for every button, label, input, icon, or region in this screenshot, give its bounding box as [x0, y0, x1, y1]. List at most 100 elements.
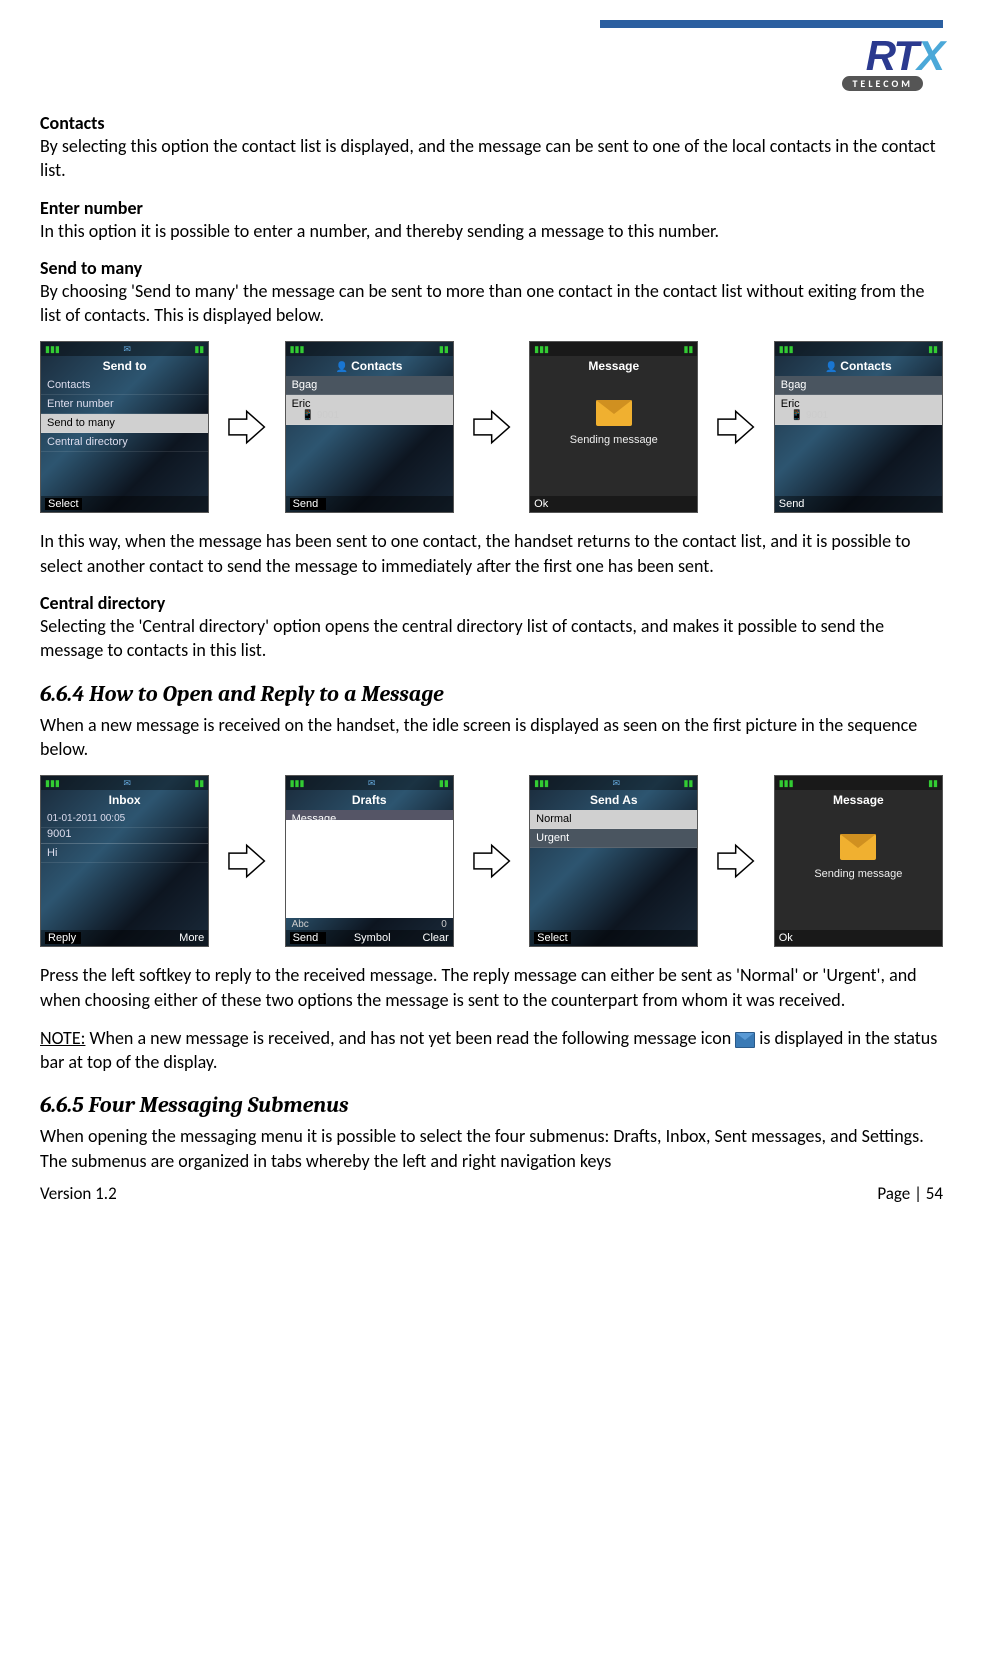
- mail-icon: ✉: [368, 778, 376, 789]
- inbox-timestamp: 01-01-2011 00:05: [41, 810, 208, 828]
- text-665: When opening the messaging menu it is po…: [40, 1124, 943, 1173]
- note-label: NOTE:: [40, 1027, 85, 1049]
- text-enter-number: In this option it is possible to enter a…: [40, 219, 943, 243]
- heading-central-directory: Central directory: [40, 592, 943, 614]
- phone-inbox: ▮▮▮✉▮▮ Inbox 01-01-2011 00:05 9001 Hi Re…: [40, 775, 209, 947]
- signal-icon: ▮▮▮: [534, 778, 549, 789]
- arrow-icon: [716, 841, 755, 881]
- arrow-icon: [472, 841, 511, 881]
- contact-item-selected: Eric 📱 9001: [286, 395, 453, 425]
- text-central-directory: Selecting the 'Central directory' option…: [40, 614, 943, 663]
- heading-enter-number: Enter number: [40, 197, 943, 219]
- inbox-body: Hi: [41, 843, 208, 863]
- logo-letter-x: X: [917, 32, 943, 79]
- contact-name: Eric: [781, 398, 800, 410]
- phone-send-as: ▮▮▮ ✉ ▮▮ Send As Normal Urgent Select: [529, 775, 698, 947]
- phone-mini-icon: 📱: [791, 410, 806, 421]
- softkey-symbol: Symbol: [354, 932, 391, 944]
- text-send-to-many: By choosing 'Send to many' the message c…: [40, 279, 943, 328]
- battery-icon: ▮▮: [683, 778, 693, 789]
- logo-letter-t: T: [893, 32, 917, 79]
- phone-title: Drafts: [286, 790, 453, 810]
- battery-icon: ▮▮: [439, 344, 449, 355]
- screenshot-row-1: ▮▮▮ ✉ ▮▮ Send to Contacts Enter number Sen…: [40, 341, 943, 513]
- message-icon: [735, 1032, 755, 1048]
- text-after-row1: In this way, when the message has been s…: [40, 529, 943, 578]
- option-urgent: Urgent: [530, 829, 697, 848]
- signal-icon: ▮▮▮: [779, 344, 794, 355]
- menu-item-enter-number: Enter number: [41, 395, 208, 414]
- contact-item: Bgag: [775, 376, 942, 395]
- menu-item-send-to-many: Send to many: [41, 414, 208, 433]
- mail-icon: ✉: [123, 778, 131, 789]
- softkey-send: Send: [290, 932, 326, 944]
- note-text-a: When a new message is received, and has …: [85, 1027, 735, 1049]
- page-footer: Version 1.2 Page | 54: [40, 1183, 943, 1204]
- phone-sending-1: ▮▮▮▮▮ Message Sending message Ok: [529, 341, 698, 513]
- heading-664: 6.6.4 How to Open and Reply to a Message: [40, 681, 943, 707]
- softkey-more: More: [174, 932, 204, 944]
- phone-title: Contacts: [286, 356, 453, 376]
- char-count: 0: [441, 919, 447, 930]
- battery-icon: ▮▮: [928, 344, 938, 355]
- battery-icon: ▮▮: [194, 778, 204, 789]
- phone-title: Send to: [41, 356, 208, 376]
- contact-item-selected: Eric 📱 9001: [775, 395, 942, 425]
- phone-title: Message: [775, 790, 942, 810]
- text-664: When a new message is received on the ha…: [40, 713, 943, 762]
- note-paragraph: NOTE: When a new message is received, an…: [40, 1026, 943, 1075]
- softkey-reply: Reply: [45, 932, 81, 944]
- signal-icon: ▮▮▮: [534, 344, 549, 355]
- contact-item: Bgag: [286, 376, 453, 395]
- signal-icon: ▮▮▮: [290, 778, 305, 789]
- softkey-select: Select: [534, 932, 571, 944]
- phone-title: Send As: [530, 790, 697, 810]
- contact-name: Eric: [292, 398, 311, 410]
- arrow-icon: [227, 407, 266, 447]
- inbox-sender: 9001: [41, 828, 208, 843]
- mail-icon: ✉: [612, 778, 620, 789]
- heading-contacts: Contacts: [40, 112, 943, 134]
- text-after-row2: Press the left softkey to reply to the r…: [40, 963, 943, 1012]
- screenshot-row-2: ▮▮▮✉▮▮ Inbox 01-01-2011 00:05 9001 Hi Re…: [40, 775, 943, 947]
- phone-title: Contacts: [775, 356, 942, 376]
- option-normal: Normal: [530, 810, 697, 829]
- contact-number: 9001: [317, 410, 339, 421]
- heading-665: 6.6.5 Four Messaging Submenus: [40, 1092, 943, 1118]
- mail-icon: ✉: [123, 344, 131, 355]
- phone-title: Message: [530, 356, 697, 376]
- logo-container: RTX TELECOM: [40, 32, 943, 92]
- battery-icon: ▮▮: [194, 344, 204, 355]
- text-editor: [286, 820, 453, 918]
- header-accent-bar: [600, 20, 943, 28]
- signal-icon: ▮▮▮: [45, 344, 60, 355]
- text-contacts: By selecting this option the contact lis…: [40, 134, 943, 183]
- softkey-clear: Clear: [419, 932, 449, 944]
- phone-sending-2: ▮▮▮▮▮ Message Sending message Ok: [774, 775, 943, 947]
- sending-status: Sending message: [775, 868, 942, 880]
- phone-mini-icon: 📱: [302, 410, 317, 421]
- softkey-select: Select: [45, 498, 82, 510]
- battery-icon: ▮▮: [439, 778, 449, 789]
- arrow-icon: [472, 407, 511, 447]
- softkey-ok: Ok: [534, 498, 564, 510]
- arrow-icon: [227, 841, 266, 881]
- arrow-icon: [716, 407, 755, 447]
- footer-page: Page | 54: [877, 1183, 943, 1204]
- footer-version: Version 1.2: [40, 1183, 117, 1204]
- signal-icon: ▮▮▮: [779, 778, 794, 789]
- heading-send-to-many: Send to many: [40, 257, 943, 279]
- softkey-ok: Ok: [779, 932, 809, 944]
- input-mode: Abc: [292, 919, 309, 930]
- envelope-icon: [596, 400, 632, 426]
- phone-contacts-2: ▮▮▮▮▮ Contacts Bgag Eric 📱 9001 Send: [774, 341, 943, 513]
- softkey-send: Send: [779, 498, 809, 510]
- sending-status: Sending message: [530, 434, 697, 446]
- battery-icon: ▮▮: [928, 778, 938, 789]
- softkey-send: Send: [290, 498, 326, 510]
- envelope-icon: [840, 834, 876, 860]
- signal-icon: ▮▮▮: [45, 778, 60, 789]
- battery-icon: ▮▮: [683, 344, 693, 355]
- logo-subtext: TELECOM: [842, 76, 923, 91]
- menu-item-central-directory: Central directory: [41, 433, 208, 452]
